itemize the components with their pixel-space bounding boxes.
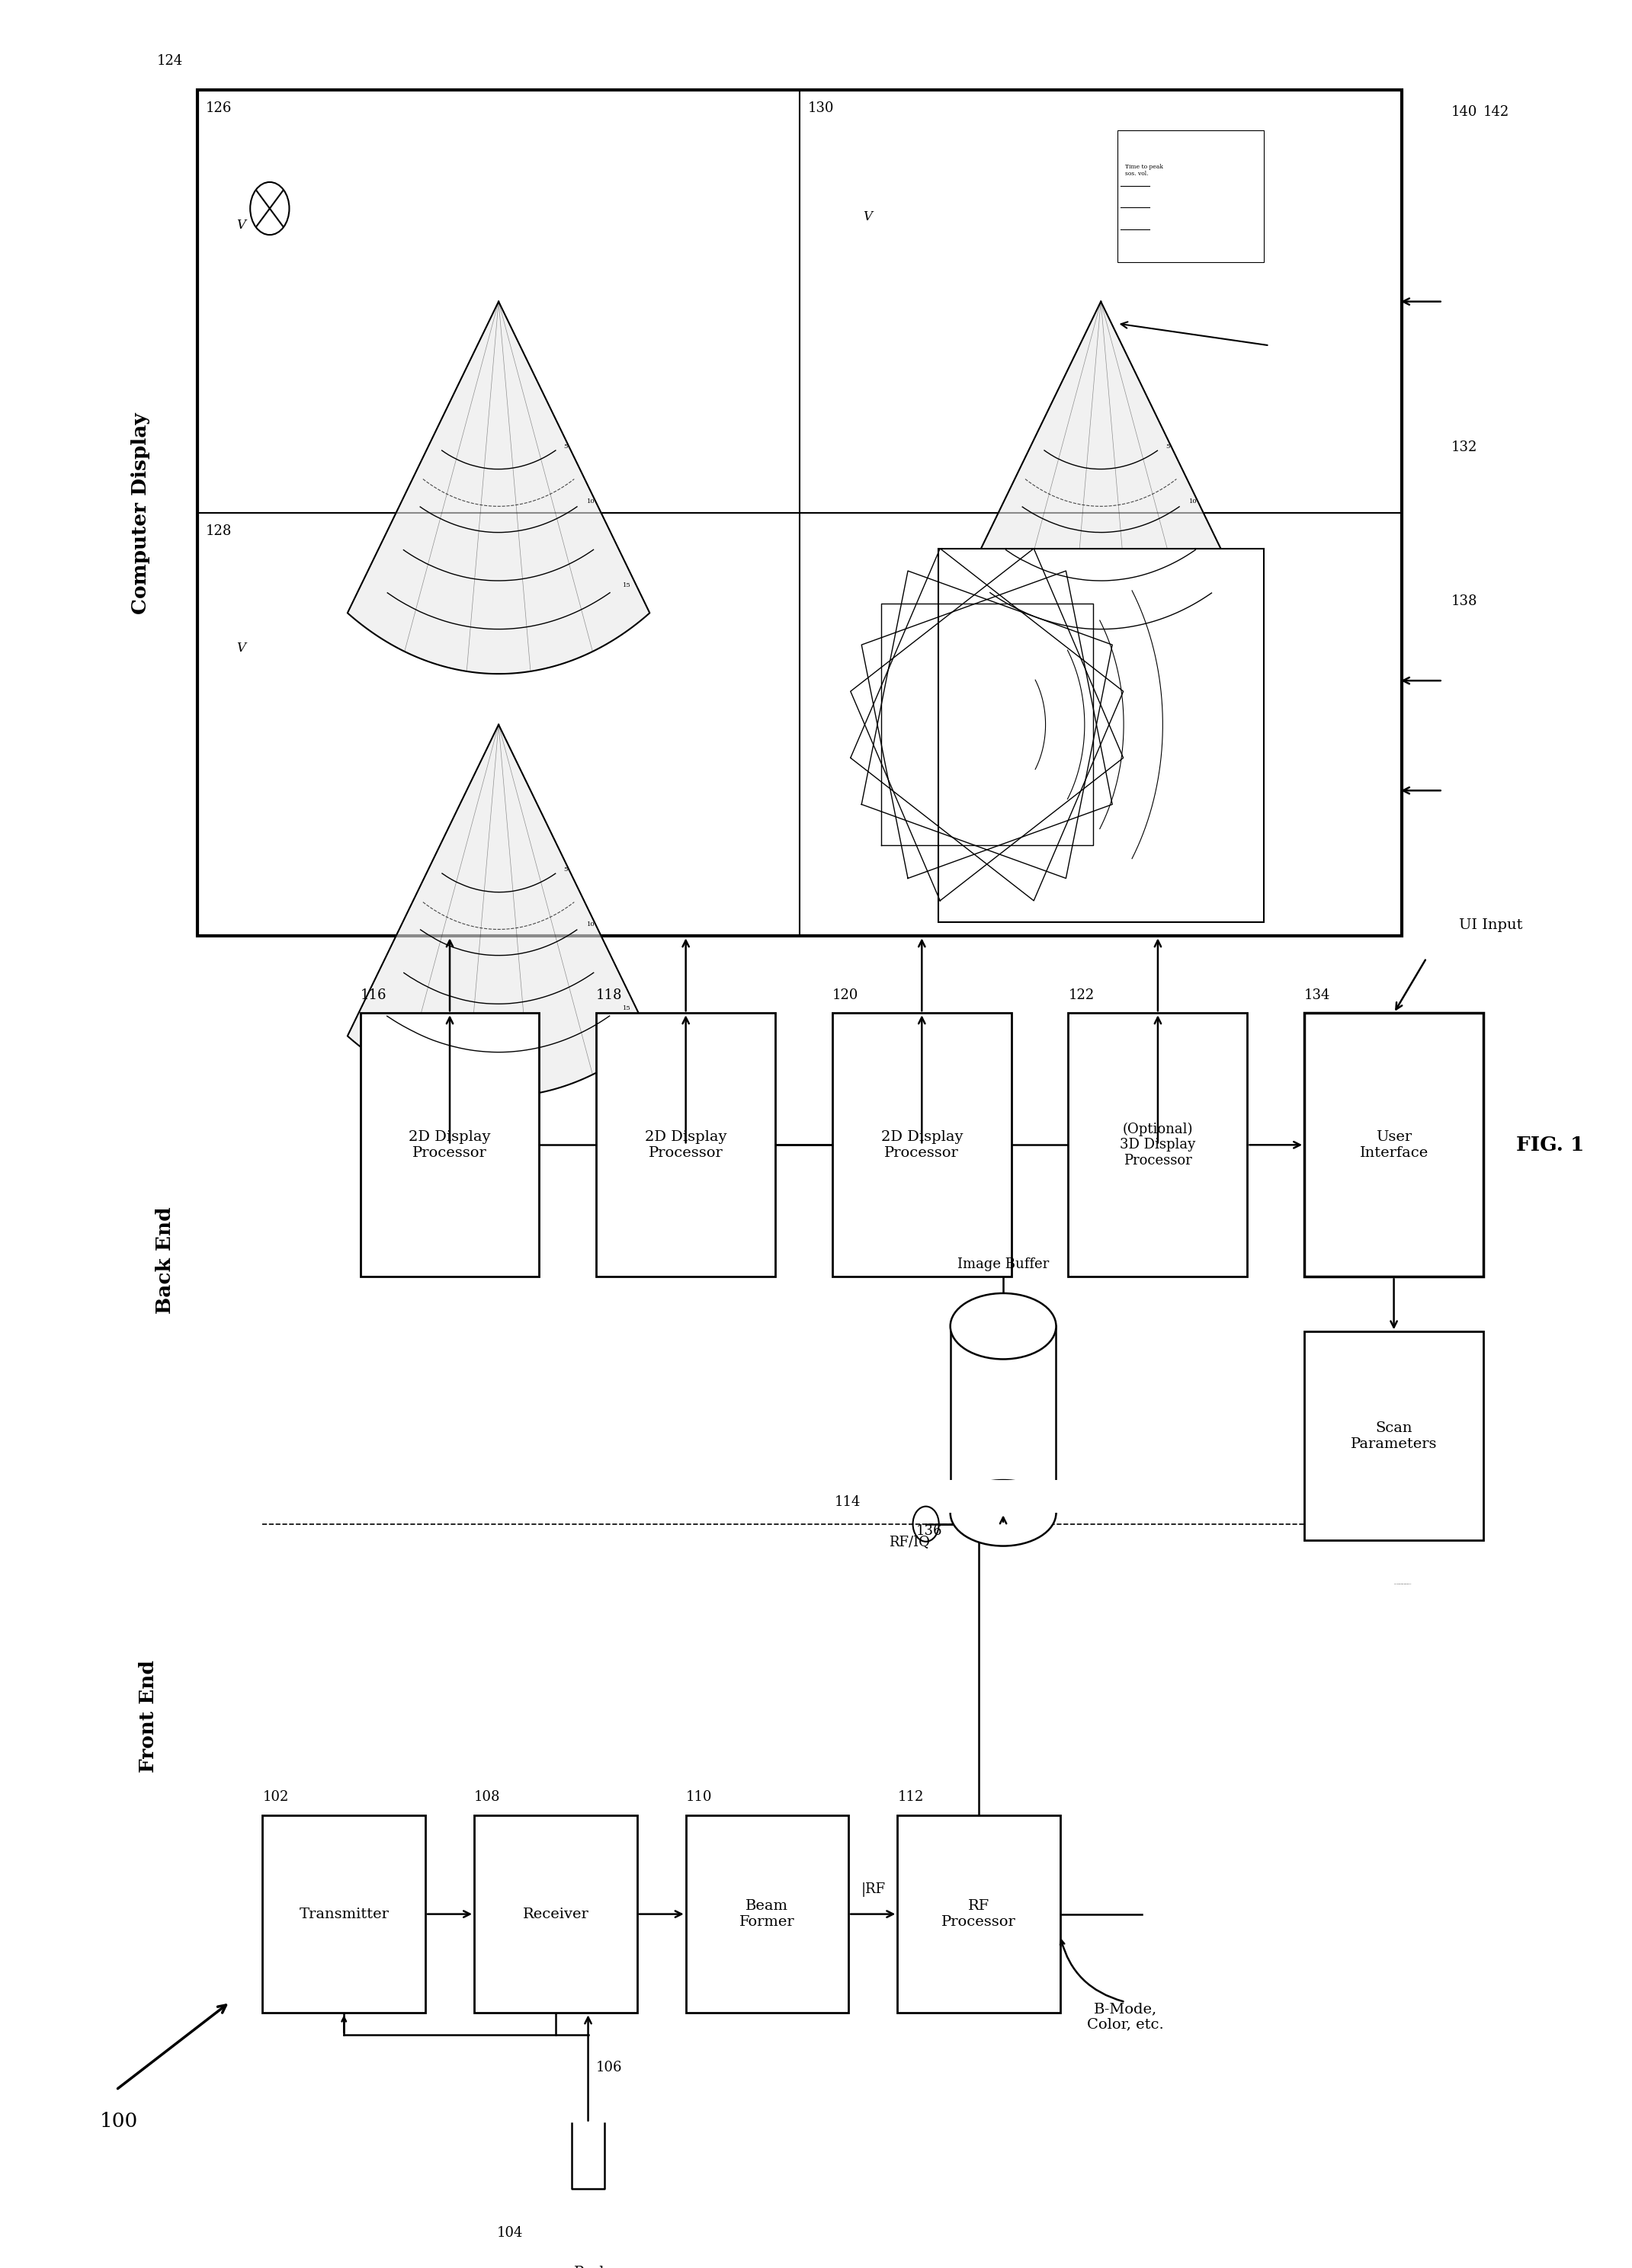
- Text: Time to peak
sos. vol.: Time to peak sos. vol.: [1126, 163, 1164, 177]
- Text: 118: 118: [596, 989, 622, 1002]
- FancyBboxPatch shape: [1069, 1014, 1247, 1277]
- Text: 10: 10: [1190, 499, 1198, 506]
- Text: 130: 130: [808, 102, 834, 116]
- Ellipse shape: [950, 1481, 1056, 1547]
- FancyBboxPatch shape: [361, 1014, 539, 1277]
- Text: 102: 102: [263, 1789, 289, 1805]
- Text: 5: 5: [563, 445, 568, 449]
- Text: V: V: [863, 211, 871, 225]
- Text: 138: 138: [1451, 594, 1477, 608]
- Text: 124: 124: [157, 54, 183, 68]
- FancyBboxPatch shape: [832, 1014, 1012, 1277]
- Text: 5: 5: [563, 866, 568, 873]
- FancyBboxPatch shape: [948, 1481, 1058, 1513]
- Text: 108: 108: [475, 1789, 501, 1805]
- Text: 10: 10: [588, 499, 596, 506]
- Text: 142: 142: [1483, 104, 1510, 118]
- Text: 120: 120: [832, 989, 858, 1002]
- FancyBboxPatch shape: [197, 91, 1402, 937]
- Text: V: V: [237, 220, 246, 231]
- Polygon shape: [348, 723, 650, 1098]
- FancyBboxPatch shape: [938, 549, 1263, 923]
- Text: Receiver: Receiver: [522, 1907, 589, 1921]
- Text: FIG. 1: FIG. 1: [1516, 1136, 1585, 1154]
- Text: UI Input: UI Input: [1459, 919, 1523, 932]
- Text: 100: 100: [100, 2112, 139, 2132]
- FancyBboxPatch shape: [685, 1814, 849, 2014]
- Text: 15: 15: [1226, 583, 1234, 590]
- Text: Transmitter: Transmitter: [299, 1907, 388, 1921]
- Polygon shape: [348, 302, 650, 674]
- Text: 2D Display
Processor: 2D Display Processor: [408, 1129, 491, 1159]
- FancyBboxPatch shape: [1304, 1014, 1483, 1277]
- Text: Scan
Parameters: Scan Parameters: [1351, 1422, 1438, 1452]
- FancyBboxPatch shape: [1118, 132, 1263, 263]
- Polygon shape: [950, 302, 1252, 674]
- Text: 104: 104: [496, 2225, 522, 2239]
- Text: Image Buffer: Image Buffer: [958, 1256, 1049, 1272]
- Text: 5: 5: [1165, 445, 1170, 449]
- FancyBboxPatch shape: [596, 1014, 775, 1277]
- Text: 134: 134: [1304, 989, 1330, 1002]
- Text: 126: 126: [206, 102, 232, 116]
- Text: (Optional)
3D Display
Processor: (Optional) 3D Display Processor: [1120, 1123, 1196, 1168]
- Text: 15: 15: [623, 583, 632, 590]
- Text: 110: 110: [685, 1789, 712, 1805]
- Text: 15: 15: [623, 1005, 632, 1012]
- Text: 10: 10: [588, 921, 596, 928]
- Text: 112: 112: [898, 1789, 924, 1805]
- Text: B-Mode,
Color, etc.: B-Mode, Color, etc.: [1087, 2003, 1164, 2032]
- Text: 140: 140: [1451, 104, 1477, 118]
- FancyBboxPatch shape: [950, 1327, 1056, 1513]
- Text: 128: 128: [206, 524, 232, 538]
- Text: 122: 122: [1069, 989, 1095, 1002]
- Text: Back End: Back End: [155, 1207, 175, 1313]
- Text: 116: 116: [361, 989, 387, 1002]
- Text: 114: 114: [834, 1495, 860, 1508]
- FancyBboxPatch shape: [475, 1814, 636, 2014]
- Text: |RF: |RF: [860, 1882, 885, 1896]
- Ellipse shape: [950, 1293, 1056, 1359]
- Text: 136: 136: [916, 1524, 942, 1538]
- Text: 106: 106: [596, 2062, 622, 2075]
- FancyBboxPatch shape: [1304, 1331, 1483, 1540]
- Text: Probe: Probe: [574, 2266, 619, 2268]
- FancyBboxPatch shape: [898, 1814, 1061, 2014]
- Text: Computer Display: Computer Display: [131, 413, 150, 615]
- Text: 2D Display
Processor: 2D Display Processor: [645, 1129, 726, 1159]
- Text: 132: 132: [1451, 440, 1477, 454]
- Text: V: V: [237, 642, 246, 655]
- Text: User
Interface: User Interface: [1359, 1129, 1428, 1159]
- Text: Beam
Former: Beam Former: [739, 1898, 795, 1928]
- Text: Front End: Front End: [139, 1660, 158, 1774]
- Text: 2D Display
Processor: 2D Display Processor: [881, 1129, 963, 1159]
- Text: RF/IQ: RF/IQ: [889, 1535, 930, 1549]
- Text: RF
Processor: RF Processor: [942, 1898, 1017, 1928]
- FancyBboxPatch shape: [263, 1814, 426, 2014]
